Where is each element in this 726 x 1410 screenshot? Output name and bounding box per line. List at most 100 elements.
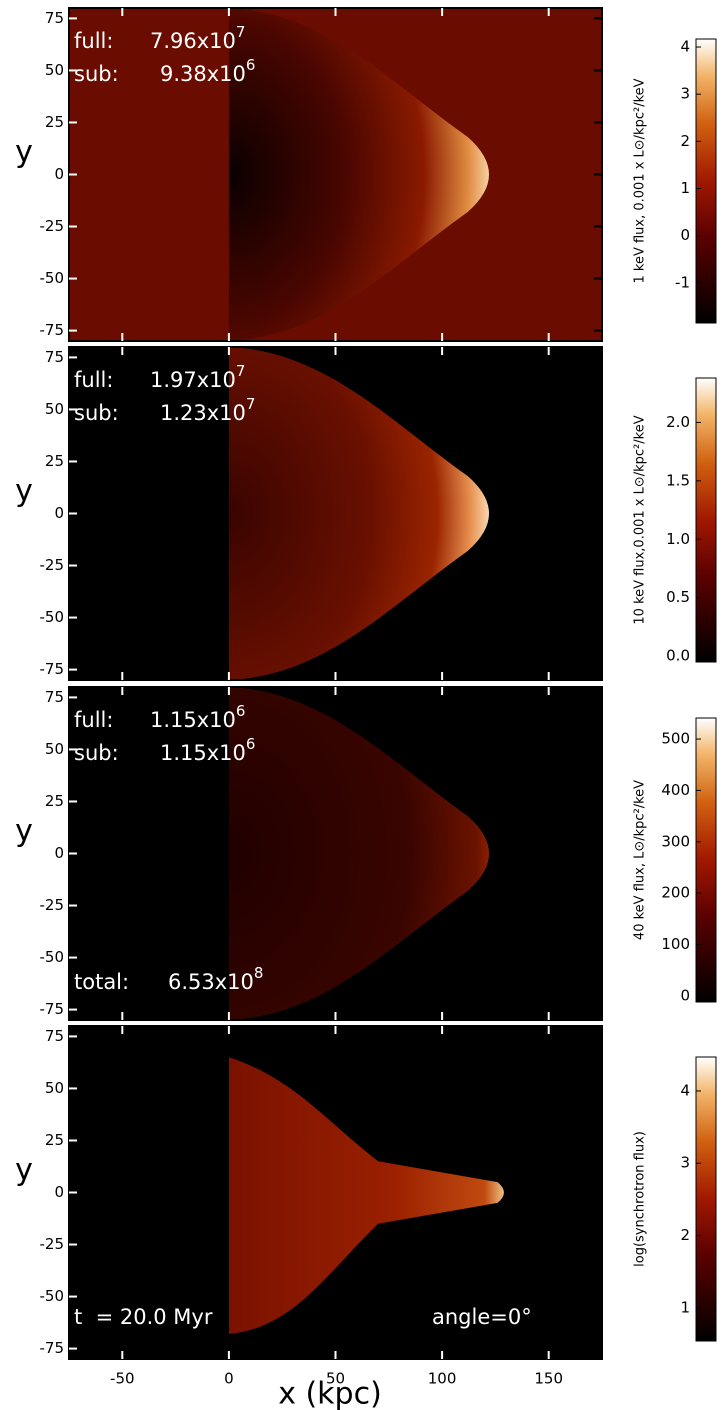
colorbar-label: 40 keV flux, L⊙/kpc²/keV [633, 780, 648, 940]
y-tick-label: -75 [40, 660, 65, 678]
annotation: full: [74, 708, 113, 732]
annotation-exponent: 6 [246, 56, 256, 74]
image-panel [69, 687, 602, 1020]
y-tick-label: 50 [45, 1079, 64, 1097]
colorbar-tick-label: 400 [661, 781, 690, 799]
image-panel [69, 1026, 602, 1359]
annotation: full: [74, 29, 113, 53]
colorbar-tick-label: 0.5 [666, 588, 690, 606]
annotation-text: 9.38x10 [160, 62, 246, 86]
colorbar [695, 1056, 717, 1342]
x-tick-label: 50 [326, 1370, 345, 1388]
colorbar-tick-label: 1.0 [666, 530, 690, 548]
colorbar-tick-label: -1 [675, 273, 690, 291]
y-tick-label: -75 [40, 1339, 65, 1357]
colorbar [695, 717, 717, 1003]
y-tick-label: 75 [45, 9, 64, 27]
y-tick-label: 75 [45, 1027, 64, 1045]
annotation-text: full: [74, 29, 113, 53]
y-tick-label: 0 [54, 1183, 64, 1201]
y-tick-label: -50 [40, 608, 65, 626]
y-tick-label: 75 [45, 688, 64, 706]
annotation: 9.38x106 [160, 56, 255, 87]
y-axis-label: y [15, 1153, 33, 1188]
x-tick-label: 100 [428, 1370, 457, 1388]
y-axis-label: y [15, 814, 33, 849]
colorbar-tick-label: 3 [680, 1154, 690, 1172]
annotation: 1.15x106 [160, 735, 255, 766]
annotation-text: 1.15x10 [160, 741, 246, 765]
colorbar-tick-label: 0 [680, 986, 690, 1004]
x-axis-label: x (kpc) [278, 1377, 382, 1410]
y-tick-label: -25 [40, 217, 65, 235]
annotation: total: [74, 970, 129, 994]
y-tick-label: 25 [45, 113, 64, 131]
y-tick-label: -75 [40, 321, 65, 339]
image-panel [69, 347, 602, 680]
y-tick-label: 50 [45, 400, 64, 418]
annotation-exponent: 7 [236, 23, 246, 41]
colorbar-label: 1 keV flux, 0.001 x L⊙/kpc²/keV [633, 78, 648, 283]
annotation-text: full: [74, 708, 113, 732]
annotation-text: sub: [74, 62, 119, 86]
colorbar-label: 10 keV flux,0.001 x L⊙/kpc²/keV [633, 415, 648, 624]
annotation: 1.97x107 [150, 362, 245, 393]
y-tick-label: -50 [40, 948, 65, 966]
y-tick-label: 0 [54, 504, 64, 522]
annotation: sub: [74, 401, 119, 425]
annotation-exponent: 7 [246, 395, 256, 413]
y-tick-label: 0 [54, 165, 64, 183]
y-tick-label: -25 [40, 1235, 65, 1253]
colorbar-tick-label: 0 [680, 226, 690, 244]
colorbar-tick-label: 2 [680, 1226, 690, 1244]
y-tick-label: 25 [45, 1131, 64, 1149]
y-tick-label: -25 [40, 896, 65, 914]
annotation-exponent: 6 [246, 735, 256, 753]
colorbar-tick-label: 1.5 [666, 471, 690, 489]
annotation-text: 1.97x10 [150, 368, 236, 392]
annotation: t = 20.0 Myr [74, 1305, 213, 1329]
colorbar-tick-label: 0.0 [666, 647, 690, 665]
annotation-text: 7.96x10 [150, 29, 236, 53]
annotation-text: 1.15x10 [150, 708, 236, 732]
annotation: angle=0° [432, 1305, 532, 1329]
annotation-text: total: [74, 970, 129, 994]
colorbar-tick-label: 200 [661, 884, 690, 902]
annotation: 6.53x108 [168, 964, 263, 995]
annotation-text: angle=0° [432, 1305, 532, 1329]
y-tick-label: 50 [45, 740, 64, 758]
annotation-text: sub: [74, 741, 119, 765]
emission-region [228, 8, 490, 341]
annotation-text: sub: [74, 401, 119, 425]
colorbar-tick-label: 4 [680, 1081, 690, 1099]
annotation-text: 6.53x10 [168, 970, 254, 994]
colorbar-tick-label: 4 [680, 38, 690, 56]
annotation: full: [74, 368, 113, 392]
y-tick-label: 25 [45, 792, 64, 810]
y-tick-label: -75 [40, 1000, 65, 1018]
annotation-exponent: 7 [236, 362, 246, 380]
emission-region [228, 1057, 504, 1335]
image-panel [69, 8, 602, 341]
x-tick-label: 0 [224, 1370, 234, 1388]
y-axis-label: y [15, 135, 33, 170]
colorbar-tick-label: 2 [680, 132, 690, 150]
y-axis-label: y [15, 474, 33, 509]
y-tick-label: 50 [45, 61, 64, 79]
annotation: sub: [74, 741, 119, 765]
y-tick-label: 25 [45, 452, 64, 470]
colorbar-tick-label: 500 [661, 730, 690, 748]
annotation-text: t = 20.0 Myr [74, 1305, 213, 1329]
colorbar-tick-label: 1 [680, 179, 690, 197]
annotation: 7.96x107 [150, 23, 245, 54]
annotation: 1.23x107 [160, 395, 255, 426]
y-tick-label: -50 [40, 269, 65, 287]
annotation: 1.15x106 [150, 702, 245, 733]
colorbar-label: log(synchrotron flux) [633, 1131, 648, 1267]
annotation: sub: [74, 62, 119, 86]
colorbar [695, 38, 717, 324]
y-tick-label: 0 [54, 844, 64, 862]
annotation-exponent: 6 [236, 702, 246, 720]
x-tick-label: 150 [534, 1370, 563, 1388]
